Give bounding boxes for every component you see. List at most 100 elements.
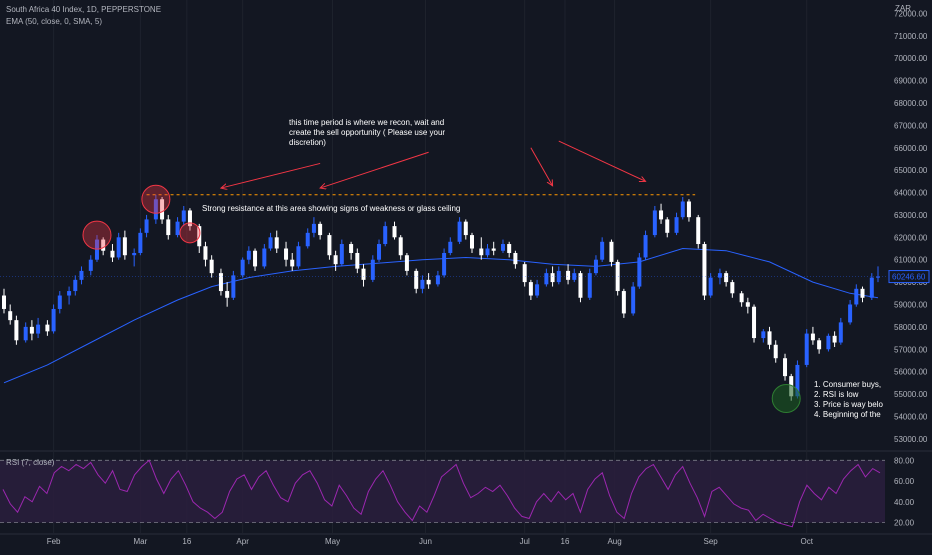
rsi-line	[2, 459, 881, 528]
candle	[274, 230, 279, 253]
candle-body	[383, 226, 388, 245]
candle-body	[14, 320, 19, 341]
candle-body	[327, 235, 332, 256]
candle	[838, 317, 843, 345]
price-tick-label: 54000.00	[894, 412, 928, 421]
candle-body	[209, 259, 214, 274]
price-axis[interactable]: ZAR 53000.00 54000.00 55000.00 56000.00 57000…	[0, 4, 930, 528]
candle	[181, 205, 186, 227]
candle-body	[876, 276, 880, 278]
candle	[349, 241, 354, 260]
candle-body	[153, 199, 158, 220]
candle	[600, 237, 605, 262]
candle-body	[73, 279, 78, 292]
candle	[14, 315, 19, 345]
candle	[848, 300, 853, 325]
time-tick-label: Jul	[520, 537, 530, 546]
candle	[572, 268, 577, 283]
candle	[566, 264, 571, 285]
candle-body	[513, 252, 518, 265]
candle	[767, 326, 772, 350]
candle	[708, 273, 713, 298]
candle-body	[426, 279, 431, 285]
candle	[225, 282, 230, 307]
ema-legend[interactable]: EMA (50, close, 0, SMA, 5)	[6, 17, 103, 26]
red-circle-highlight	[179, 222, 201, 244]
candle	[116, 232, 121, 260]
candle	[544, 268, 549, 287]
price-tick-label: 68000.00	[894, 99, 928, 108]
candle	[370, 255, 375, 283]
candle	[680, 197, 685, 220]
candle-body	[268, 237, 273, 249]
candle-body	[203, 246, 208, 260]
candle-body	[448, 241, 453, 253]
candle	[442, 248, 447, 278]
candle-body	[637, 257, 642, 287]
time-tick-label: May	[325, 537, 340, 546]
candle-body	[724, 273, 729, 283]
rsi-legend[interactable]: RSI (7, close)	[6, 458, 55, 467]
candle-body	[284, 248, 289, 260]
candle	[659, 203, 664, 224]
candle	[485, 244, 490, 258]
candle	[724, 270, 729, 287]
candle	[752, 304, 757, 343]
candle	[739, 291, 744, 307]
candle-body	[94, 239, 99, 260]
price-tick-label: 56000.00	[894, 368, 928, 377]
candle-body	[522, 264, 527, 283]
candle	[240, 257, 245, 278]
resistance-annotation: Strong resistance at this area showing s…	[202, 204, 460, 213]
candle	[500, 239, 505, 253]
price-tick-label: 57000.00	[894, 345, 928, 354]
candle-body	[810, 333, 815, 341]
rsi-tick-label: 80.00	[894, 456, 915, 465]
currency-label: ZAR	[895, 4, 911, 13]
list-line: 4. Beginning of the	[814, 410, 881, 419]
arrow-annotation	[558, 140, 646, 181]
symbol-legend[interactable]: South Africa 40 Index, 1D, PEPPERSTONE	[6, 5, 162, 14]
candle-body	[225, 291, 230, 298]
candle-body	[717, 273, 722, 278]
candle	[361, 264, 366, 287]
candle	[420, 275, 425, 294]
candle	[268, 232, 273, 251]
candle	[631, 282, 636, 316]
candle	[463, 219, 468, 240]
candle-body	[67, 291, 72, 296]
candle-body	[795, 364, 800, 397]
candle	[745, 297, 750, 314]
ema-line	[3, 247, 879, 384]
candle-body	[860, 288, 865, 298]
candle	[522, 261, 527, 287]
candle	[138, 228, 143, 256]
price-tick-label: 66000.00	[894, 144, 928, 153]
candle	[513, 250, 518, 269]
candle-body	[36, 324, 41, 334]
candle	[73, 275, 78, 296]
candle	[479, 237, 484, 260]
list-line: 2. RSI is low	[814, 390, 859, 399]
candle	[318, 221, 323, 240]
candle	[773, 340, 778, 363]
time-tick-label: Mar	[133, 537, 147, 546]
candle-body	[600, 241, 605, 260]
time-tick-label: Feb	[47, 537, 61, 546]
time-tick-label: 16	[182, 537, 191, 546]
candle-body	[339, 244, 344, 265]
price-tick-label: 62000.00	[894, 233, 928, 242]
time-axis[interactable]: Feb Mar 16 Apr May Jun Jul 16 Aug Sep Oct	[47, 537, 814, 546]
ema-line-group	[3, 247, 879, 384]
candle-body	[665, 219, 670, 233]
price-tick-label: 71000.00	[894, 32, 928, 41]
candle-body	[23, 326, 28, 341]
candle	[621, 288, 626, 318]
candle	[507, 241, 512, 258]
candle-body	[246, 250, 251, 260]
candle-body	[218, 273, 223, 292]
candle	[8, 304, 13, 325]
candle	[686, 199, 691, 222]
